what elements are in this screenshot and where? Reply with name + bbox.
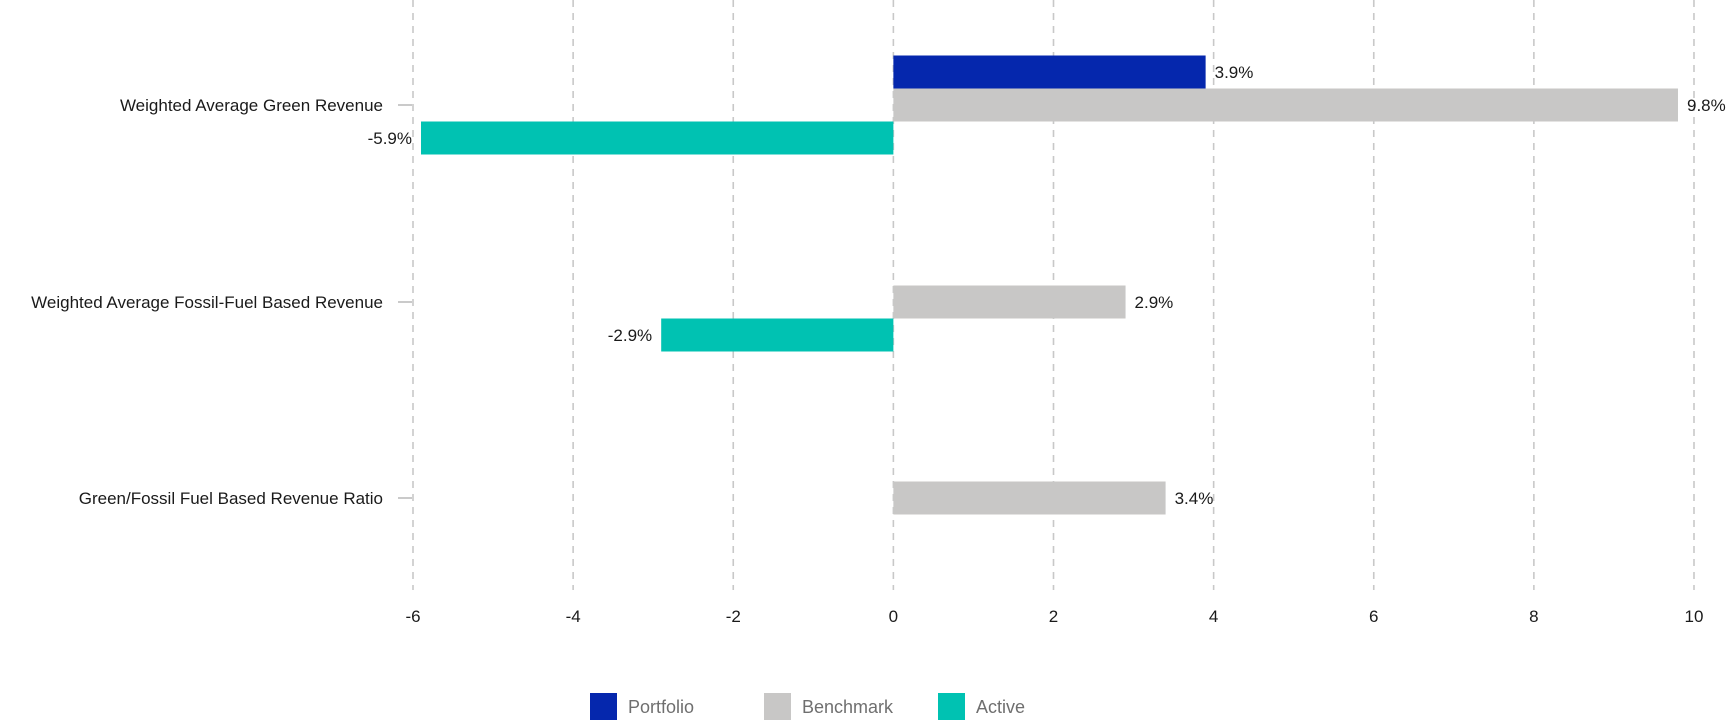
category-label-weighted-average-fossil-fuel-based-revenue: Weighted Average Fossil-Fuel Based Reven… <box>31 293 383 312</box>
bar-active-weighted-average-green-revenue <box>421 121 894 155</box>
x-tick-label: -6 <box>405 607 420 626</box>
value-label-benchmark-weighted-average-green-revenue: 9.8% <box>1687 96 1726 115</box>
category-label-green-fossil-fuel-based-revenue-ratio: Green/Fossil Fuel Based Revenue Ratio <box>79 489 383 508</box>
legend-label-portfolio: Portfolio <box>628 697 694 717</box>
value-label-active-weighted-average-green-revenue: -5.9% <box>368 129 412 148</box>
value-label-benchmark-weighted-average-fossil-fuel-based-revenue: 2.9% <box>1135 293 1174 312</box>
bar-portfolio-weighted-average-green-revenue <box>893 55 1206 89</box>
value-labels: 3.9% 9.8% 2.9% 3.4% -5.9% -2.9% <box>368 63 1726 508</box>
category-axis: Weighted Average Green Revenue Weighted A… <box>31 96 412 508</box>
value-label-active-weighted-average-fossil-fuel-based-revenue: -2.9% <box>608 326 652 345</box>
legend-label-benchmark: Benchmark <box>802 697 894 717</box>
x-tick-label: 2 <box>1049 607 1058 626</box>
x-tick-label: -4 <box>566 607 581 626</box>
x-axis-ticks: -6 -4 -2 0 2 4 6 8 10 <box>405 607 1703 626</box>
legend-swatch-portfolio <box>590 693 617 720</box>
legend-swatch-active <box>938 693 965 720</box>
x-tick-label: 10 <box>1685 607 1704 626</box>
bars <box>421 55 1678 515</box>
value-label-benchmark-green-fossil-fuel-based-revenue-ratio: 3.4% <box>1175 489 1214 508</box>
value-label-portfolio-weighted-average-green-revenue: 3.9% <box>1215 63 1254 82</box>
x-tick-label: 8 <box>1529 607 1538 626</box>
category-label-weighted-average-green-revenue: Weighted Average Green Revenue <box>120 96 383 115</box>
legend-swatch-benchmark <box>764 693 791 720</box>
legend: Portfolio Benchmark Active <box>590 693 1025 720</box>
legend-label-active: Active <box>976 697 1025 717</box>
bar-benchmark-weighted-average-fossil-fuel-based-revenue <box>893 285 1126 319</box>
x-tick-label: 4 <box>1209 607 1218 626</box>
x-tick-label: 0 <box>889 607 898 626</box>
bar-active-weighted-average-fossil-fuel-based-revenue <box>661 318 894 352</box>
bar-benchmark-weighted-average-green-revenue <box>893 88 1678 122</box>
bar-benchmark-green-fossil-fuel-based-revenue-ratio <box>893 481 1166 515</box>
x-tick-label: 6 <box>1369 607 1378 626</box>
x-tick-label: -2 <box>726 607 741 626</box>
